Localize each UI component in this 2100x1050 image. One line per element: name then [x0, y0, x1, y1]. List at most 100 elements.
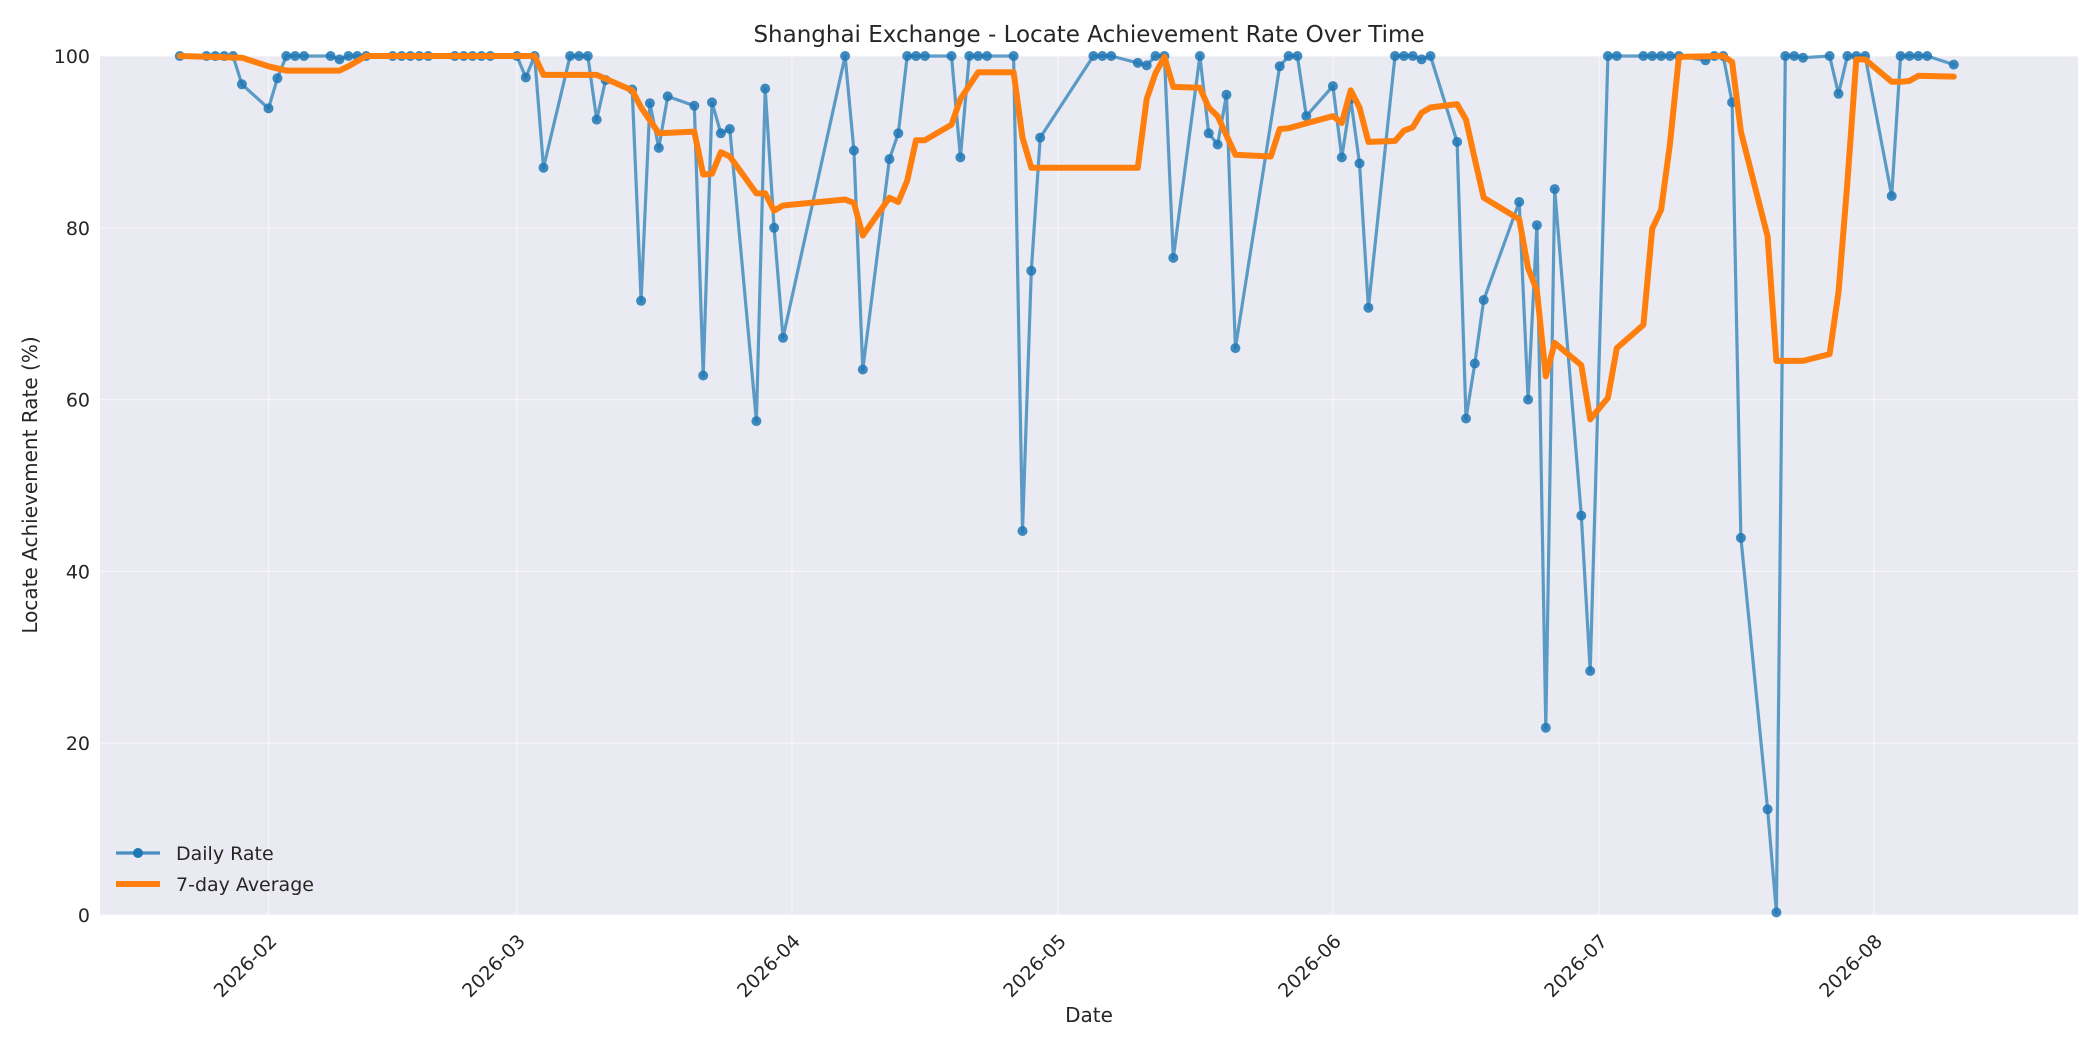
data-point-daily-rate	[1523, 394, 1534, 405]
data-point-daily-rate	[946, 51, 957, 61]
data-point-daily-rate	[1798, 52, 1808, 63]
data-point-daily-rate	[707, 97, 717, 108]
data-point-daily-rate	[1008, 51, 1019, 61]
data-point-daily-rate	[1363, 302, 1374, 313]
data-point-daily-rate	[290, 51, 301, 61]
data-point-daily-rate	[715, 128, 726, 139]
data-point-daily-rate	[1097, 51, 1108, 61]
data-point-daily-rate	[1824, 51, 1835, 61]
data-point-daily-rate	[1230, 343, 1241, 354]
data-point-daily-rate	[857, 364, 868, 375]
data-point-daily-rate	[1425, 51, 1436, 61]
data-point-daily-rate	[1549, 184, 1560, 195]
data-point-daily-rate	[1461, 413, 1471, 424]
data-point-daily-rate	[1203, 128, 1214, 139]
grid	[100, 55, 2078, 916]
data-point-daily-rate	[263, 103, 274, 114]
data-point-daily-rate	[1017, 526, 1028, 536]
data-point-daily-rate	[1913, 51, 1924, 61]
data-point-daily-rate	[1611, 51, 1622, 61]
data-point-daily-rate	[1514, 197, 1525, 207]
x-tick-label: 2026-04	[733, 930, 805, 1002]
data-point-daily-rate	[982, 51, 992, 61]
x-tick-label: 2026-02	[210, 930, 282, 1002]
data-point-daily-rate	[1602, 51, 1613, 61]
y-tick-label: 20	[66, 733, 90, 755]
data-point-daily-rate	[698, 370, 709, 381]
data-point-daily-rate	[840, 51, 851, 61]
data-point-daily-rate	[778, 332, 788, 343]
data-point-daily-rate	[1398, 51, 1409, 61]
data-point-daily-rate	[1531, 220, 1542, 231]
data-point-daily-rate	[751, 416, 762, 427]
data-point-daily-rate	[343, 51, 354, 61]
data-point-daily-rate	[760, 83, 771, 94]
series-group	[174, 51, 1959, 918]
x-tick-label: 2026-05	[999, 930, 1071, 1002]
data-point-daily-rate	[281, 51, 292, 61]
data-point-daily-rate	[1478, 295, 1489, 305]
x-tick-label: 2026-07	[1540, 930, 1612, 1002]
data-point-daily-rate	[334, 54, 345, 65]
x-tick-label: 2026-03	[458, 930, 530, 1002]
data-point-daily-rate	[1035, 132, 1046, 143]
data-point-daily-rate	[325, 51, 336, 61]
data-point-daily-rate	[1212, 139, 1223, 150]
data-point-daily-rate	[565, 51, 576, 61]
data-point-daily-rate	[964, 51, 975, 61]
data-point-daily-rate	[1895, 51, 1906, 61]
data-point-daily-rate	[1469, 358, 1480, 369]
y-tick-label: 80	[66, 218, 90, 240]
data-point-daily-rate	[1576, 510, 1587, 521]
data-point-daily-rate	[884, 154, 895, 165]
y-tick-label: 100	[54, 46, 90, 68]
data-point-daily-rate	[299, 51, 309, 61]
data-point-daily-rate	[1948, 59, 1959, 70]
data-point-daily-rate	[582, 51, 593, 61]
data-point-daily-rate	[1168, 252, 1179, 263]
legend-daily-rate-marker	[133, 848, 143, 858]
data-point-daily-rate	[653, 142, 664, 153]
data-point-daily-rate	[1886, 191, 1897, 201]
legend: Daily Rate 7-day Average	[116, 843, 314, 896]
data-point-daily-rate	[893, 128, 904, 139]
y-tick-label: 0	[78, 905, 90, 927]
plot-background	[100, 56, 2078, 915]
data-point-daily-rate	[538, 162, 549, 173]
data-point-daily-rate	[1327, 81, 1338, 92]
data-point-daily-rate	[973, 51, 984, 61]
data-point-daily-rate	[1647, 51, 1658, 61]
data-point-daily-rate	[1789, 51, 1800, 61]
data-point-daily-rate	[1540, 722, 1551, 733]
y-tick-label: 40	[66, 561, 90, 583]
chart-title: Shanghai Exchange - Locate Achievement R…	[753, 22, 1424, 48]
data-point-daily-rate	[955, 152, 966, 163]
data-point-daily-rate	[1301, 111, 1312, 122]
data-point-daily-rate	[574, 51, 584, 61]
data-point-daily-rate	[1336, 152, 1347, 163]
data-point-daily-rate	[1833, 88, 1844, 99]
data-point-daily-rate	[1354, 158, 1365, 169]
data-point-daily-rate	[1390, 51, 1400, 61]
data-point-daily-rate	[1638, 51, 1649, 61]
data-point-daily-rate	[1150, 51, 1161, 61]
data-point-daily-rate	[1452, 136, 1463, 147]
x-axis-label: Date	[1065, 1003, 1113, 1027]
data-point-daily-rate	[919, 51, 930, 61]
data-point-daily-rate	[769, 222, 780, 233]
data-point-daily-rate	[689, 100, 700, 111]
y-axis-label: Locate Achievement Rate (%)	[18, 336, 42, 633]
data-point-daily-rate	[1283, 51, 1294, 61]
data-point-daily-rate	[1132, 57, 1143, 68]
data-point-daily-rate	[902, 51, 913, 61]
x-tick-label: 2026-06	[1274, 930, 1346, 1002]
data-point-daily-rate	[636, 295, 647, 306]
data-point-daily-rate	[1922, 51, 1933, 61]
data-point-daily-rate	[662, 91, 673, 102]
data-point-daily-rate	[1407, 51, 1418, 61]
data-point-daily-rate	[1194, 51, 1205, 61]
data-point-daily-rate	[1416, 54, 1427, 65]
data-point-daily-rate	[1762, 804, 1773, 815]
data-point-daily-rate	[1292, 51, 1303, 61]
data-point-daily-rate	[272, 73, 283, 84]
